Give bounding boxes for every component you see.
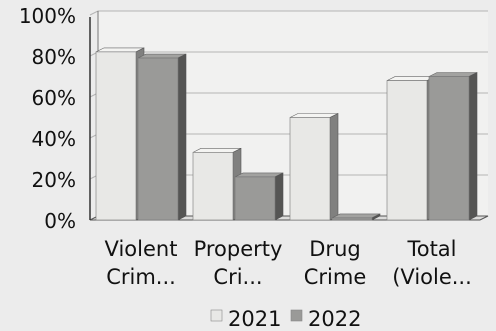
y-tick-label: 0% [44, 209, 76, 233]
bar-2021-1 [192, 147, 242, 221]
y-tick-label: 80% [32, 45, 76, 69]
bar-2021-0 [95, 47, 145, 221]
y-tick-label: 100% [19, 4, 76, 28]
y-tick-label: 20% [32, 168, 76, 192]
legend-swatch [290, 309, 303, 322]
bar-2021-2 [289, 113, 339, 221]
legend-item-2021: 2021 [210, 307, 281, 331]
y-axis-ticks: 0% 20% 40% 60% 80% 100% [19, 4, 76, 233]
bars [95, 47, 478, 221]
bar-2022-0 [137, 53, 187, 221]
legend-label: 2021 [228, 307, 281, 331]
bar-2022-1 [234, 172, 284, 221]
y-tick-label: 60% [32, 86, 76, 110]
x-tick-label: Violent Crim... [105, 237, 178, 289]
legend-label: 2022 [308, 307, 361, 331]
gridline-diagonal [89, 10, 99, 16]
x-tick-label: Drug Crime [304, 237, 367, 289]
legend: 2021 2022 [210, 307, 361, 331]
legend-swatch [210, 309, 223, 322]
legend-item-2022: 2022 [290, 307, 361, 331]
bar-2021-3 [386, 76, 436, 221]
y-tick-label: 40% [32, 127, 76, 151]
x-tick-label: Property Cri... [194, 237, 283, 289]
bar-2022-2 [331, 213, 381, 221]
x-tick-label: Total (Viole... [392, 237, 472, 289]
bar-2022-3 [428, 72, 478, 221]
x-axis-category-labels: Violent Crim... Property Cri... Drug Crime Tot… [105, 237, 472, 289]
